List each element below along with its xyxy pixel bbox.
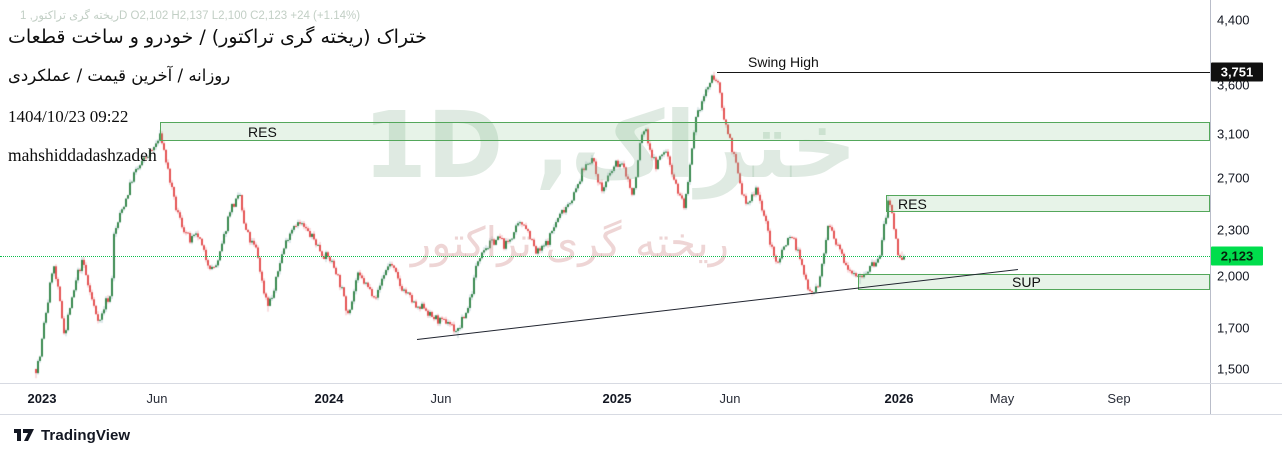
time-tick-label: Jun — [146, 391, 168, 406]
tradingview-logo-icon — [14, 429, 34, 441]
time-tick-label: 2025 — [602, 391, 632, 406]
username-label: mahshiddadashzadeh — [8, 145, 157, 165]
time-tick-label: 2026 — [884, 391, 914, 406]
price-tick-label: 4,400 — [1217, 12, 1250, 28]
price-tick-label: 2,300 — [1217, 222, 1250, 238]
price-tick-label: 3,100 — [1217, 126, 1250, 142]
last-price-badge: 2,123 — [1211, 246, 1263, 266]
symbol-watermark-line2: ریخته گری تراکتور — [410, 218, 730, 267]
price-axis-border[interactable] — [1210, 0, 1211, 414]
price-tick-label: 3,600 — [1217, 77, 1250, 93]
time-tick-label: 2024 — [314, 391, 344, 406]
chart-subtitle: روزانه / آخرین قیمت / عملکردی — [8, 66, 231, 85]
price-tick-label: 1,500 — [1217, 361, 1250, 377]
time-tick-label: Jun — [719, 391, 741, 406]
time-tick-label: Sep — [1107, 391, 1131, 406]
symbol-title: ختراک (ریخته گری تراکتور) / خودرو و ساخت… — [8, 26, 427, 48]
footer-separator — [0, 414, 1282, 415]
price-tick-label: 2,000 — [1217, 268, 1250, 284]
price-tick-label: 2,700 — [1217, 170, 1250, 186]
time-tick-label: May — [989, 391, 1015, 406]
swing-high-price-badge: 3,751 — [1211, 62, 1263, 82]
tradingview-logo[interactable]: TradingView — [14, 427, 130, 444]
time-axis-border — [0, 383, 1282, 384]
price-tick-label: 1,700 — [1217, 320, 1250, 336]
symbol-watermark-line1: ختراک, 1D — [362, 92, 858, 199]
tradingview-logo-text: TradingView — [41, 427, 131, 444]
datetime-label: 1404/10/23 09:22 — [8, 107, 129, 126]
ohlc-status-line: ریخته گری تراکتور, 1D O2,102 H2,137 L2,1… — [20, 10, 361, 22]
candlestick-chart-pane[interactable] — [0, 0, 1210, 385]
time-tick-label: 2023 — [27, 391, 57, 406]
time-tick-label: Jun — [430, 391, 452, 406]
